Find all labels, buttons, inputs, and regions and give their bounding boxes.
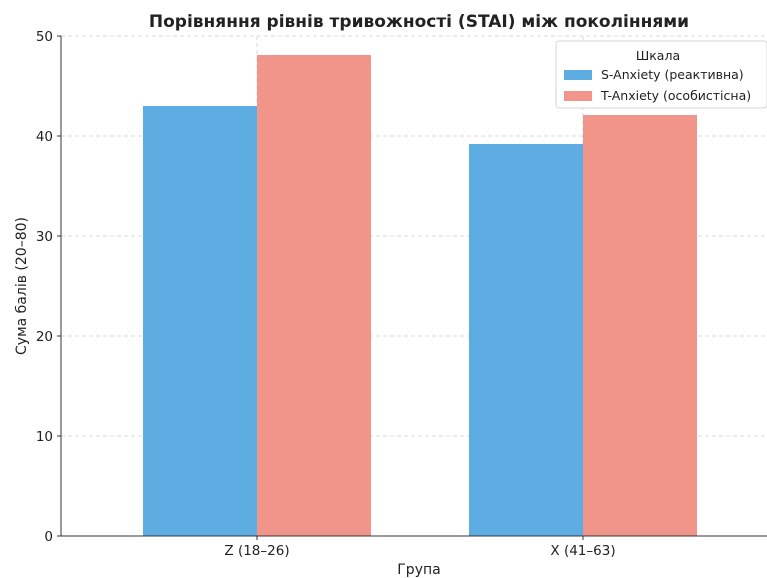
y-tick-label: 0: [44, 529, 53, 545]
bar-s-anxiety-z: [143, 106, 257, 536]
x-ticks: Z (18–26) X (41–63): [224, 536, 616, 559]
bar-s-anxiety-x: [469, 144, 583, 536]
x-tick-label: X (41–63): [550, 543, 615, 559]
bar-t-anxiety-z: [257, 55, 371, 536]
x-tick-label: Z (18–26): [224, 543, 289, 559]
bars: [143, 55, 697, 536]
y-tick-label: 50: [36, 29, 53, 45]
y-tick-label: 30: [36, 229, 53, 245]
y-tick-label: 20: [36, 329, 53, 345]
legend-frame: [555, 40, 767, 109]
y-tick-label: 10: [36, 429, 53, 445]
bar-t-anxiety-x: [583, 115, 697, 536]
legend-swatch-t-anxiety: [564, 91, 592, 101]
chart-title: Порівняння рівнів тривожності (STAI) між…: [149, 12, 689, 32]
axes: [60, 36, 767, 537]
legend-title: Шкала: [636, 48, 680, 63]
legend-label-t-anxiety: T-Anxiety (особистісна): [600, 88, 751, 103]
legend: Шкала S-Anxiety (реактивна) T-Anxiety (о…: [555, 40, 767, 109]
legend-swatch-s-anxiety: [564, 70, 592, 80]
y-tick-label: 40: [36, 129, 53, 145]
y-axis-title: Сума балів (20–80): [14, 217, 30, 355]
legend-label-s-anxiety: S-Anxiety (реактивна): [601, 67, 744, 82]
y-ticks: 0 10 20 30 40 50: [36, 29, 61, 545]
x-axis-title: Група: [397, 562, 440, 578]
